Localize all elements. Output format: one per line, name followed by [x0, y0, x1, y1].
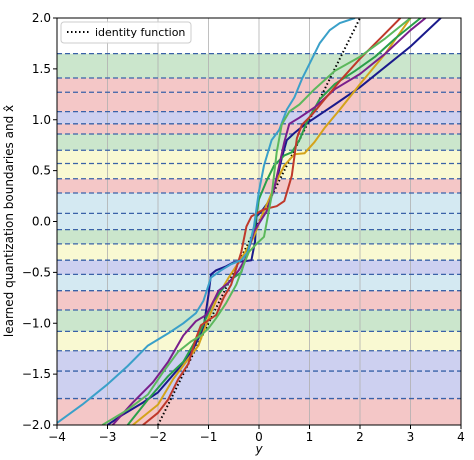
x-tick-label-5: 1 [306, 430, 314, 444]
y-axis-ticks: −2.0 −1.5 −1.0 −0.5 0.0 0.5 1.0 1.5 2.0 [22, 11, 57, 432]
x-tick-label-2: −2 [149, 430, 167, 444]
y-tick-label-0: −2.0 [22, 418, 51, 432]
learned-curve-4 [111, 18, 427, 425]
quantization-boundaries [57, 52, 461, 400]
y-tick-label-7: 1.5 [32, 62, 51, 76]
y-tick-label-5: 0.5 [32, 164, 51, 178]
legend: identity function [60, 21, 192, 44]
y-tick-label-1: −1.5 [22, 367, 51, 381]
y-tick-label-2: −1.0 [22, 316, 51, 330]
x-tick-label-1: −3 [99, 430, 117, 444]
y-tick-label-8: 2.0 [32, 11, 51, 25]
x-axis-label: y [254, 442, 263, 456]
learned-curve-1 [106, 18, 442, 425]
learned-curve-2 [132, 18, 412, 425]
y-tick-label-4: 0.0 [32, 215, 51, 229]
legend-identity-label: identity function [95, 26, 185, 39]
x-axis-ticks: −4 −3 −2 −1 0 1 2 3 4 [48, 425, 465, 444]
x-tick-label-4: 0 [255, 430, 263, 444]
y-tick-label-6: 1.0 [32, 113, 51, 127]
y-axis-label: learned quantization boundaries and x̂ [2, 105, 16, 337]
learned-curve-7 [101, 18, 412, 425]
learned-curve-3 [126, 18, 422, 425]
grid-lines [57, 18, 461, 425]
legend-box [60, 21, 192, 44]
learned-curve-5 [142, 18, 402, 425]
x-tick-label-0: −4 [48, 430, 66, 444]
x-tick-label-6: 2 [356, 430, 364, 444]
series-lines [57, 18, 442, 425]
x-tick-label-3: −1 [200, 430, 218, 444]
x-tick-label-8: 4 [457, 430, 465, 444]
y-tick-label-3: −0.5 [22, 265, 51, 279]
x-tick-label-7: 3 [407, 430, 415, 444]
